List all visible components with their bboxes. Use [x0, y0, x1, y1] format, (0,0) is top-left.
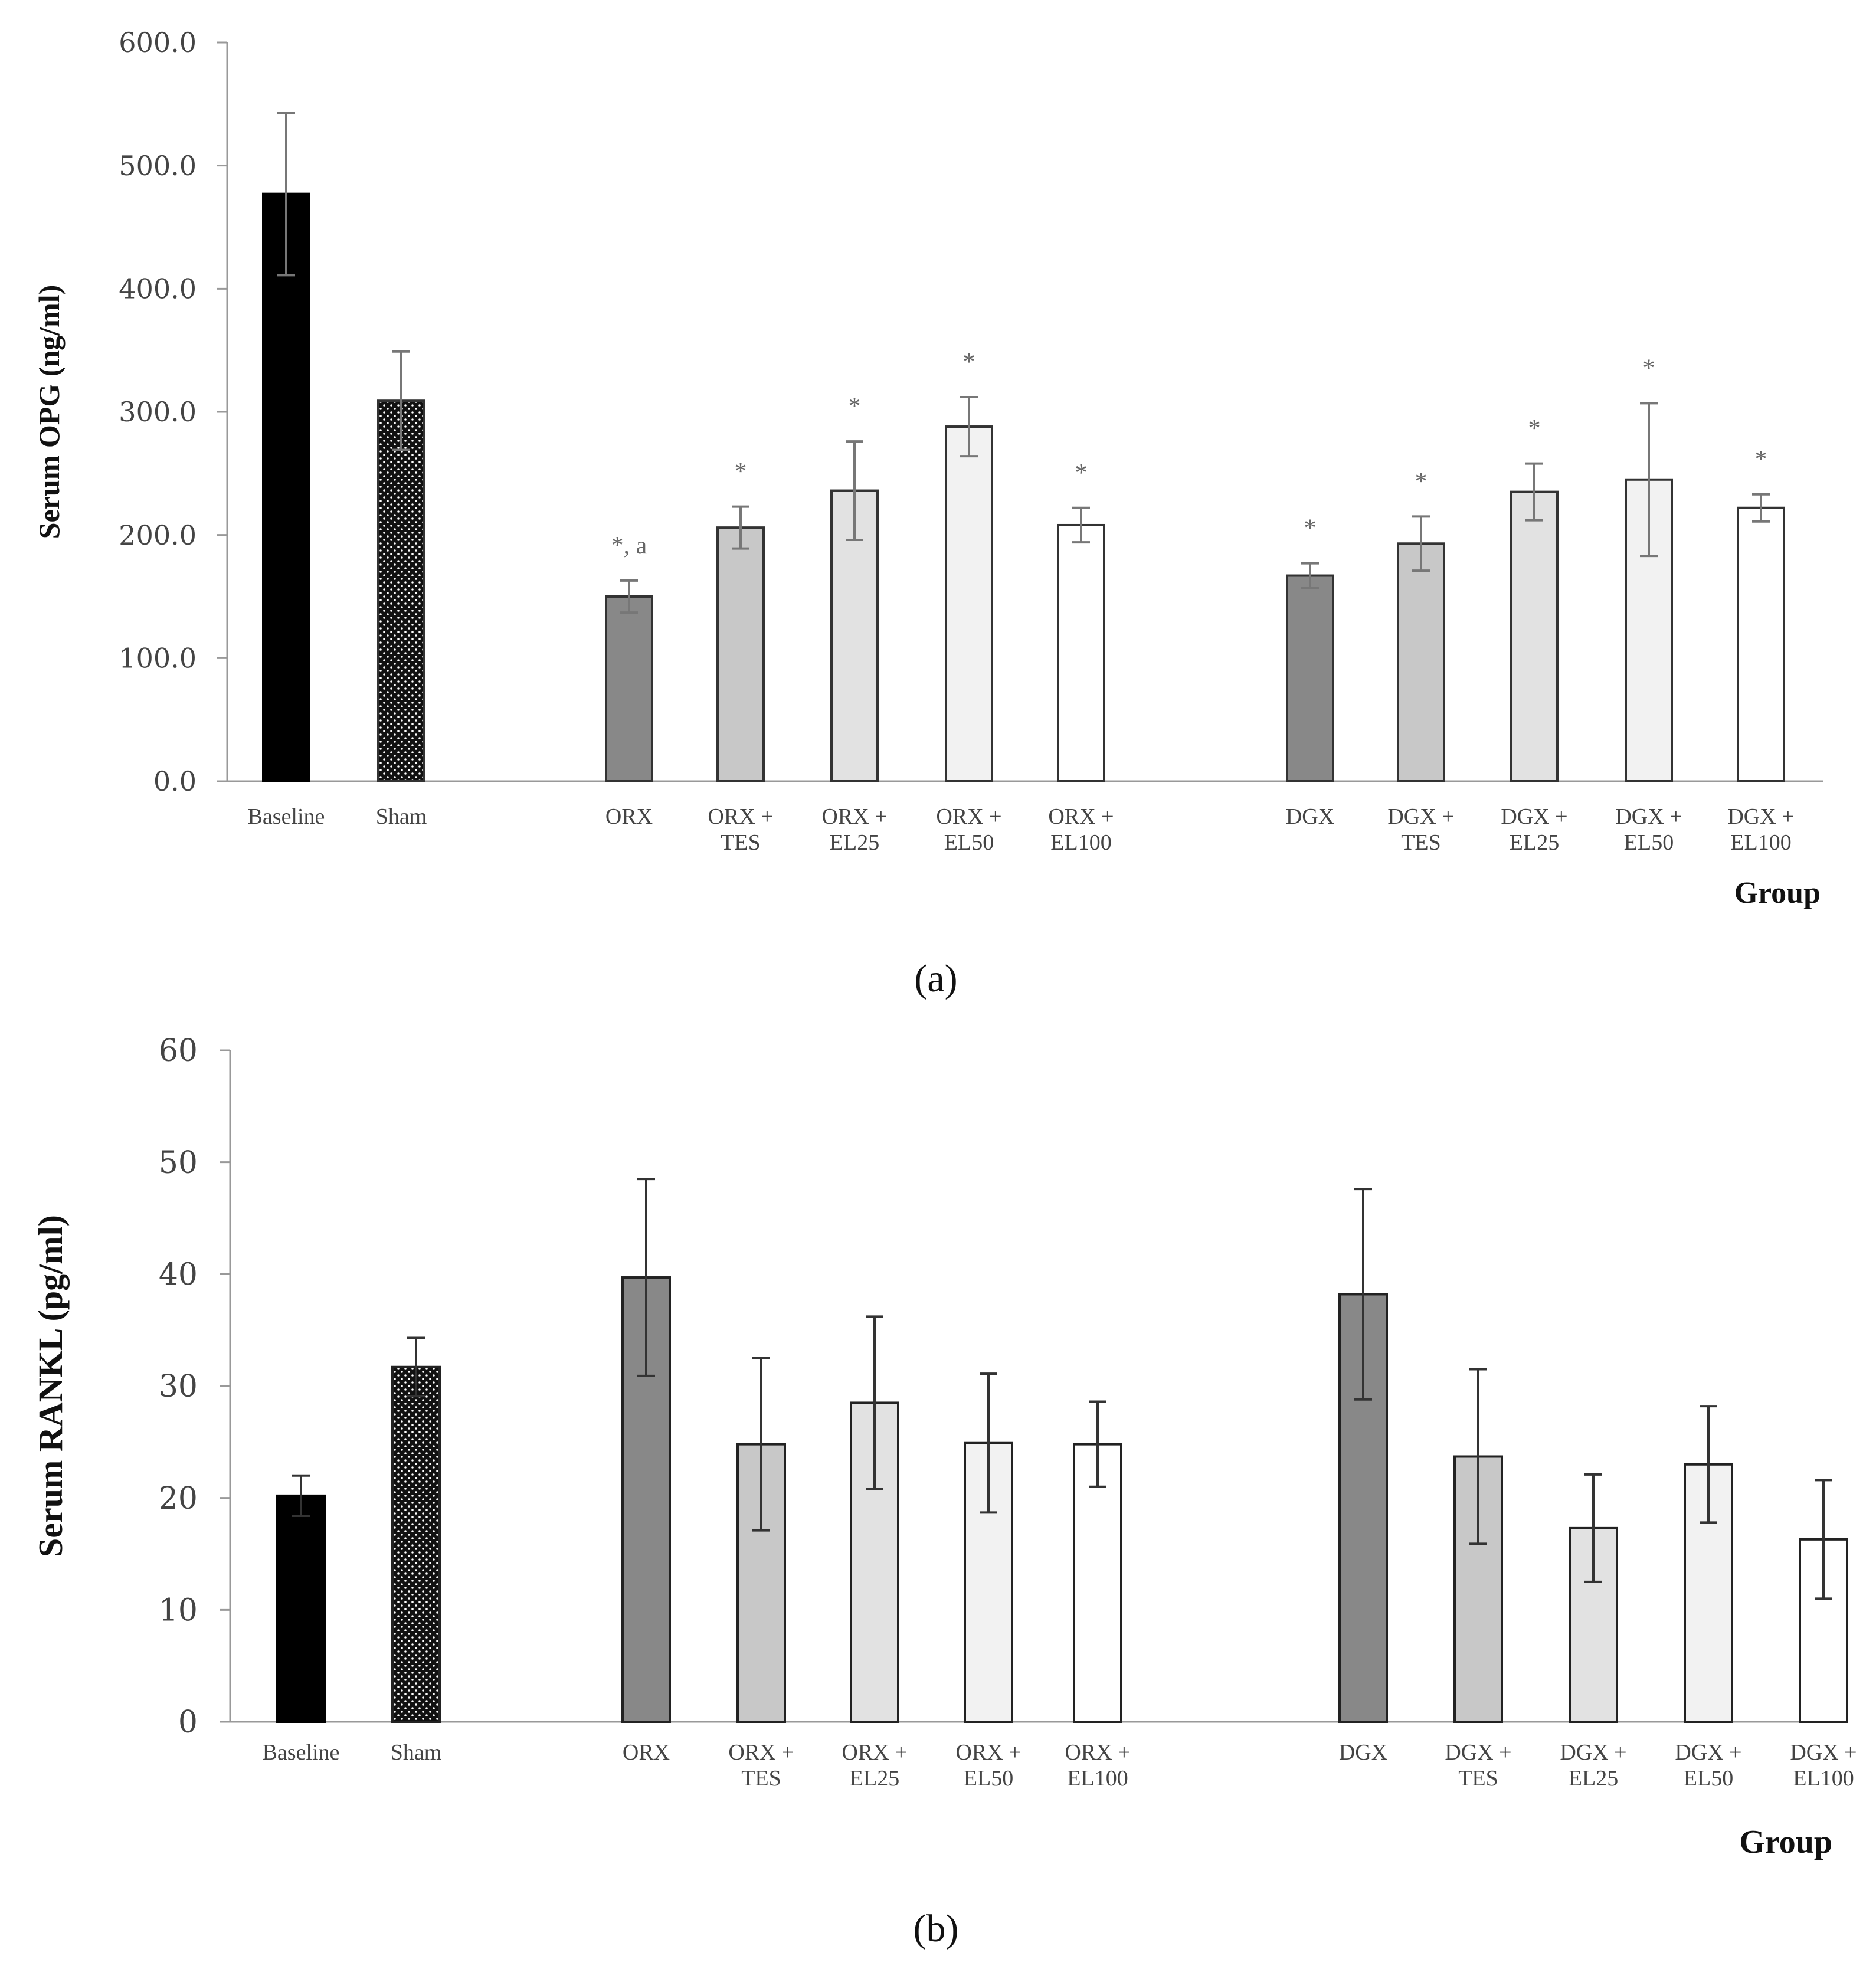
y-tick-label: 400.0 [119, 273, 197, 304]
y-tick-label: 20 [159, 1481, 198, 1516]
y-tick-label: 0.0 [153, 765, 197, 797]
x-axis-title: Group [1734, 876, 1821, 910]
y-tick-label: 300.0 [119, 396, 197, 428]
y-tick-label: 40 [159, 1257, 198, 1293]
bar [605, 595, 653, 782]
x-tick-label: ORX + [955, 1740, 1021, 1765]
bar [1286, 574, 1334, 782]
x-tick-label: EL50 [944, 830, 994, 855]
x-tick-label: Sham [376, 804, 427, 829]
chart-opg: 0.0 100.0 200.0 300.0 400.0 500.0 600.0 Baselin… [32, 27, 1823, 1000]
x-tick-label: DGX + [1501, 804, 1567, 829]
x-tick-label: DGX [1286, 804, 1334, 829]
x-tick-label: DGX + [1560, 1740, 1626, 1765]
x-tick-label: DGX + [1387, 804, 1454, 829]
x-tick-label: ORX [605, 804, 653, 829]
x-tick-label: TES [1458, 1766, 1498, 1791]
x-axis-title: Group [1739, 1824, 1832, 1860]
y-axis-title: Serum OPG (ng/ml) [32, 285, 66, 539]
bar [276, 1494, 326, 1723]
x-tick-label: ORX + [728, 1740, 794, 1765]
significance-marker: * [849, 393, 861, 420]
x-tick-label: ORX + [821, 804, 887, 829]
x-tick-label: EL50 [1624, 830, 1674, 855]
x-tick-label: EL100 [1793, 1766, 1854, 1791]
x-tick-label: DGX + [1615, 804, 1682, 829]
significance-marker: * [1304, 515, 1317, 542]
x-tick-label: EL25 [850, 1766, 899, 1791]
bar [1510, 490, 1559, 783]
significance-marker: * [1415, 468, 1428, 495]
significance-marker: * [1755, 446, 1767, 473]
x-tick-label: EL100 [1067, 1766, 1128, 1791]
y-tick-label: 60 [159, 1033, 198, 1069]
significance-marker: * [735, 458, 747, 486]
x-tick-label: ORX [623, 1740, 670, 1765]
x-tick-label: ORX + [936, 804, 1001, 829]
bar [1737, 506, 1785, 782]
x-tick-label: Baseline [263, 1740, 340, 1765]
bar [945, 425, 993, 782]
y-tick-label: 0 [178, 1705, 198, 1740]
x-tick-label: DGX + [1445, 1740, 1511, 1765]
y-tick-label: 500.0 [119, 150, 197, 182]
x-tick-label: ORX + [1048, 804, 1114, 829]
x-tick-label: EL50 [964, 1766, 1013, 1791]
x-tick-label: EL100 [1730, 830, 1791, 855]
bar [262, 192, 310, 783]
x-tick-label: TES [1401, 830, 1441, 855]
bar [377, 399, 425, 782]
x-tick-label: ORX + [1065, 1740, 1130, 1765]
bar [391, 1365, 441, 1723]
x-tick-label: DGX + [1675, 1740, 1741, 1765]
x-tick-label: EL25 [1569, 1766, 1618, 1791]
x-tick-label: ORX + [842, 1740, 907, 1765]
x-tick-label: ORX + [708, 804, 773, 829]
y-axis-title: Serum RANKL (pg/ml) [31, 1215, 70, 1557]
bar [1057, 523, 1105, 782]
y-tick-label: 10 [159, 1593, 198, 1629]
x-tick-label: EL100 [1050, 830, 1111, 855]
x-tick-label: DGX + [1727, 804, 1794, 829]
significance-marker: * [1643, 355, 1655, 382]
significance-marker: * [1075, 460, 1088, 487]
significance-marker: * [1528, 415, 1541, 443]
significance-marker: *, a [611, 532, 647, 559]
significance-marker: * [963, 349, 975, 376]
y-tick-label: 50 [159, 1145, 198, 1181]
x-tick-label: Baseline [248, 804, 325, 829]
bar [716, 526, 765, 782]
y-tick-label: 200.0 [119, 519, 197, 551]
y-tick-label: 100.0 [119, 642, 197, 674]
bar [1397, 542, 1445, 782]
x-tick-label: TES [721, 830, 761, 855]
panel-label: (a) [914, 957, 957, 1000]
x-tick-label: EL25 [830, 830, 879, 855]
panel-label: (b) [914, 1907, 959, 1950]
x-tick-label: Sham [391, 1740, 442, 1765]
bar [1073, 1443, 1122, 1724]
x-tick-label: EL50 [1684, 1766, 1733, 1791]
y-tick-label: 30 [159, 1369, 198, 1404]
x-tick-label: DGX [1339, 1740, 1387, 1765]
x-tick-label: DGX + [1790, 1740, 1857, 1765]
x-tick-label: TES [741, 1766, 781, 1791]
y-tick-label: 600.0 [119, 27, 197, 58]
x-tick-label: EL25 [1510, 830, 1559, 855]
